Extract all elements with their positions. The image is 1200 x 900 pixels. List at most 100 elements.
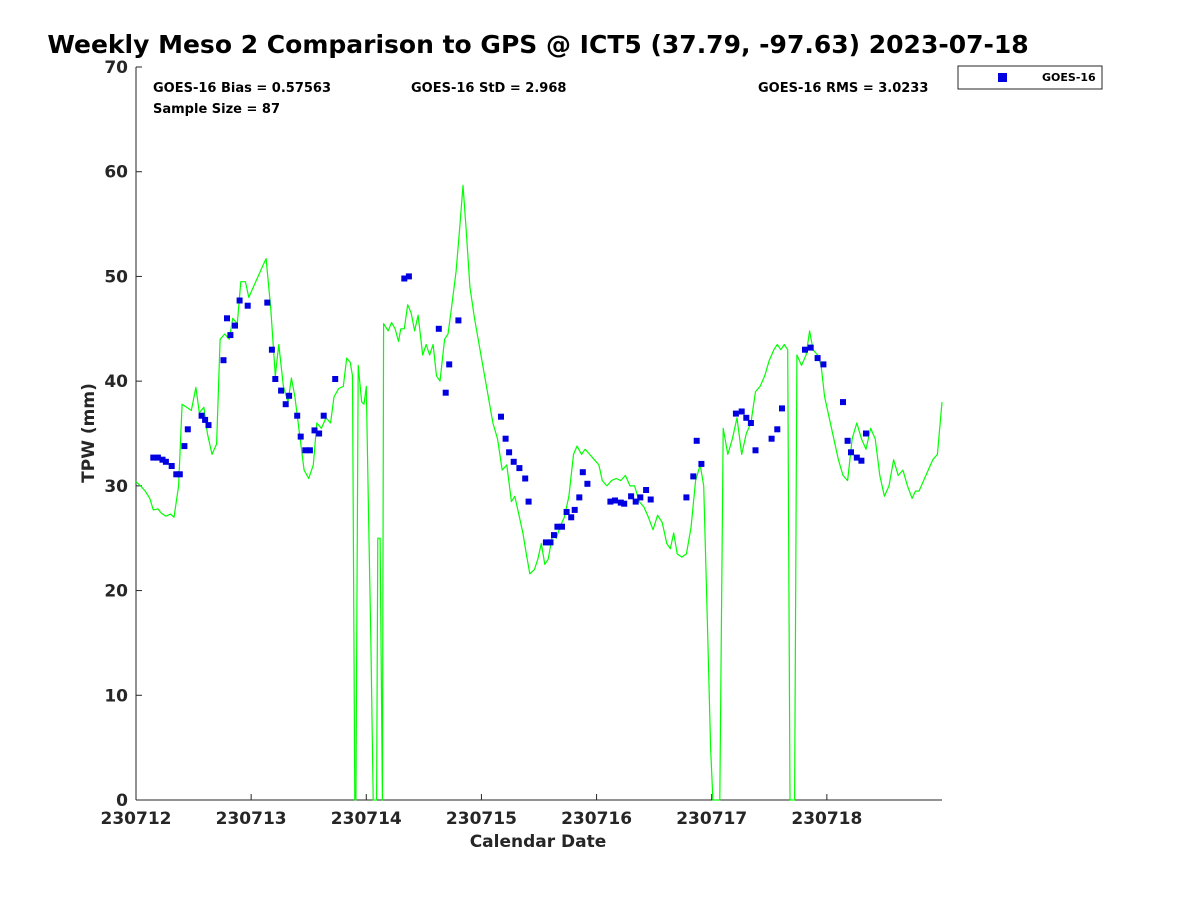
goes16-point (551, 532, 557, 539)
goes16-point (628, 493, 635, 500)
goes16-point (584, 480, 591, 487)
goes16-point (617, 499, 624, 506)
goes16-point (807, 344, 814, 351)
goes16-point (442, 389, 449, 396)
y-ticks: 0 10 20 30 40 50 60 70 (104, 58, 142, 811)
goes16-point (320, 412, 327, 419)
goes16-point (264, 299, 271, 306)
sample-size-stat: Sample Size = 87 (153, 102, 280, 117)
goes16-point (224, 315, 230, 322)
x-ticks: 230712 230713 230714 230715 230716 230717 2307… (101, 794, 862, 829)
goes16-point (506, 449, 513, 456)
chart-title: Weekly Meso 2 Comparison to GPS @ ICT5 (… (47, 30, 1028, 59)
goes16-point (743, 414, 750, 421)
goes16-point (446, 361, 453, 368)
goes16-point (637, 494, 644, 501)
goes16-point (173, 471, 180, 478)
goes16-point (435, 325, 442, 332)
goes16-point (516, 465, 523, 472)
goes16-point (232, 322, 238, 329)
y-tick-label: 0 (116, 791, 128, 811)
x-axis-label: Calendar Date (470, 832, 607, 852)
legend-box (957, 65, 1103, 90)
plot-axes (135, 67, 942, 801)
x-tick-label: 230718 (791, 809, 862, 829)
goes16-point (272, 376, 279, 382)
y-tick-label: 10 (104, 686, 128, 706)
goes16-point (278, 387, 285, 394)
goes16-point (236, 297, 243, 304)
goes16-point (559, 523, 565, 530)
x-tick-label: 230717 (676, 809, 747, 829)
bias-stat: GOES-16 Bias = 0.57563 (153, 81, 331, 96)
x-tick-label: 230712 (101, 809, 172, 829)
goes16-point (554, 523, 561, 530)
goes16-point (571, 506, 578, 513)
goes16-point (858, 457, 865, 464)
goes16-point (294, 412, 301, 419)
goes16-point (498, 413, 504, 420)
goes16-point (863, 430, 869, 437)
goes16-point (522, 475, 529, 482)
goes16-point (579, 469, 586, 476)
std-stat: GOES-16 StD = 2.968 (411, 81, 566, 96)
goes16-point (282, 401, 289, 408)
goes16-point (643, 487, 650, 493)
goes16-point (853, 454, 860, 461)
goes16-point (607, 498, 614, 505)
goes16-point (316, 430, 323, 437)
goes16-point (159, 456, 166, 463)
goes16-point (542, 539, 549, 546)
goes16-point (202, 416, 209, 423)
goes16-point (205, 422, 212, 429)
goes16-point (848, 449, 854, 456)
goes16-point (168, 463, 175, 469)
goes16-point (774, 426, 781, 433)
goes16-point (576, 494, 583, 501)
goes16-point (181, 443, 188, 450)
x-tick-label: 230715 (446, 809, 517, 829)
goes16-point (227, 332, 234, 339)
goes16-point (176, 471, 183, 478)
goes16-point (738, 408, 745, 415)
goes16-point (150, 454, 157, 461)
goes16-point (621, 500, 628, 507)
goes16-point (184, 426, 191, 433)
y-tick-label: 20 (104, 582, 128, 602)
goes16-point (220, 357, 227, 364)
legend-marker-goes16 (998, 73, 1007, 82)
y-tick-label: 40 (104, 372, 128, 392)
goes16-point (698, 460, 705, 467)
x-tick-label: 230716 (561, 809, 632, 829)
goes16-point (647, 496, 654, 503)
goes-series (150, 273, 869, 546)
goes16-point (525, 498, 532, 505)
goes16-point (244, 302, 251, 309)
goes16-point (820, 361, 827, 368)
rms-stat: GOES-16 RMS = 3.0233 (758, 81, 928, 96)
goes16-point (510, 458, 517, 465)
goes16-point (332, 376, 339, 382)
legend: GOES-16 (957, 65, 1103, 90)
goes16-point (306, 447, 313, 454)
legend-label-goes16: GOES-16 (1042, 71, 1096, 84)
goes16-point (154, 454, 161, 461)
gps-series (135, 184, 943, 801)
goes16-point (768, 435, 775, 442)
goes16-point (162, 458, 169, 465)
goes16-point (563, 509, 570, 515)
goes16-point (840, 399, 846, 406)
goes16-point (844, 437, 851, 444)
goes16-point (683, 494, 690, 501)
goes16-point (502, 435, 509, 442)
y-tick-label: 60 (104, 163, 128, 183)
goes16-point (752, 447, 759, 454)
goes16-point (732, 410, 739, 417)
goes16-point (747, 420, 754, 426)
goes16-point (297, 433, 304, 440)
goes16-point (268, 346, 275, 353)
goes16-point (286, 392, 293, 399)
x-tick-label: 230714 (331, 809, 402, 829)
